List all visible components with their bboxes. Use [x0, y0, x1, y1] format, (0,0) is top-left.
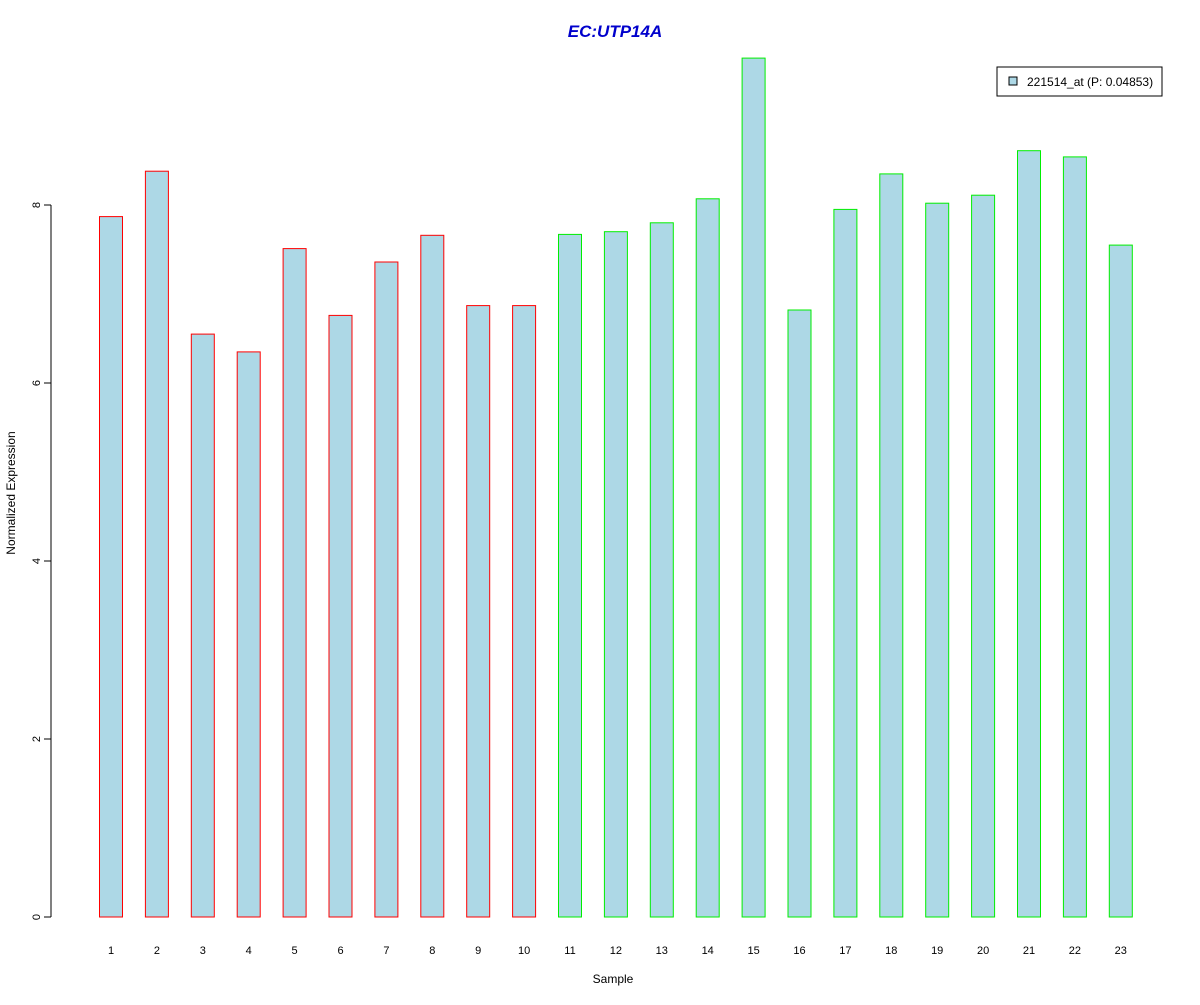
- y-axis: 0 2 4 6 8: [31, 202, 52, 920]
- x-tick-label: 2: [154, 945, 160, 957]
- x-tick-label: 12: [610, 945, 622, 957]
- bar-sample-10: [512, 305, 537, 918]
- y-tick-label: 2: [31, 736, 43, 742]
- x-tick-label: 14: [702, 945, 714, 957]
- x-tick-label: 7: [383, 945, 389, 957]
- bar-sample-8: [420, 234, 445, 918]
- bar-sample-5: [282, 248, 307, 918]
- legend-swatch: [1008, 76, 1018, 86]
- x-tick-label: 16: [793, 945, 805, 957]
- x-tick-label: 22: [1069, 945, 1081, 957]
- x-tick-label: 20: [977, 945, 989, 957]
- x-tick-label: 23: [1115, 945, 1127, 957]
- bar-sample-17: [833, 208, 858, 918]
- x-tick-label: 6: [337, 945, 343, 957]
- y-axis-label: Normalized Expression: [4, 431, 18, 554]
- x-axis-label: Sample: [593, 972, 634, 986]
- bar-sample-4: [236, 351, 261, 918]
- x-tick-label: 13: [656, 945, 668, 957]
- x-tick-label: 1: [108, 945, 114, 957]
- bar-sample-16: [787, 309, 812, 918]
- bar-sample-21: [1017, 150, 1041, 918]
- bar-sample-9: [466, 305, 491, 918]
- y-tick-label: 4: [31, 558, 43, 564]
- bar-sample-3: [190, 333, 215, 918]
- x-tick-label: 9: [475, 945, 481, 957]
- x-tick-labels: 1 2 3 4 5 6 7 8 9 10 11 12 13 14 15 16 17 18 19 20 21 22 23: [108, 945, 1127, 957]
- bar-sample-15: [741, 57, 766, 918]
- legend-box: [996, 66, 1163, 97]
- legend-label: 221514_at (P: 0.04853): [1027, 75, 1153, 89]
- x-tick-label: 19: [931, 945, 943, 957]
- bars-group: [99, 57, 1133, 918]
- x-tick-label: 5: [292, 945, 298, 957]
- y-tick-label: 6: [31, 380, 43, 386]
- bar-sample-19: [925, 202, 950, 918]
- x-tick-label: 18: [885, 945, 897, 957]
- x-tick-label: 21: [1023, 945, 1035, 957]
- bar-sample-14: [695, 198, 720, 918]
- bar-sample-11: [558, 233, 582, 918]
- chart-title: EC:UTP14A: [568, 22, 662, 41]
- y-tick-label: 8: [31, 202, 43, 208]
- bar-sample-20: [971, 194, 996, 918]
- x-tick-label: 10: [518, 945, 530, 957]
- x-tick-label: 15: [747, 945, 759, 957]
- bar-sample-12: [603, 231, 628, 918]
- x-tick-label: 8: [429, 945, 435, 957]
- bar-sample-2: [144, 170, 169, 918]
- x-tick-label: 4: [246, 945, 252, 957]
- bar-sample-18: [879, 173, 904, 918]
- x-tick-label: 17: [839, 945, 851, 957]
- legend: 221514_at (P: 0.04853): [996, 66, 1163, 97]
- bar-sample-6: [328, 314, 353, 918]
- x-tick-label: 3: [200, 945, 206, 957]
- bar-sample-1: [99, 216, 123, 918]
- bar-sample-23: [1108, 244, 1133, 918]
- bar-sample-13: [649, 222, 674, 918]
- y-tick-label: 0: [31, 914, 43, 920]
- bar-sample-7: [374, 261, 399, 918]
- bar-sample-22: [1062, 156, 1087, 918]
- x-tick-label: 11: [564, 945, 575, 957]
